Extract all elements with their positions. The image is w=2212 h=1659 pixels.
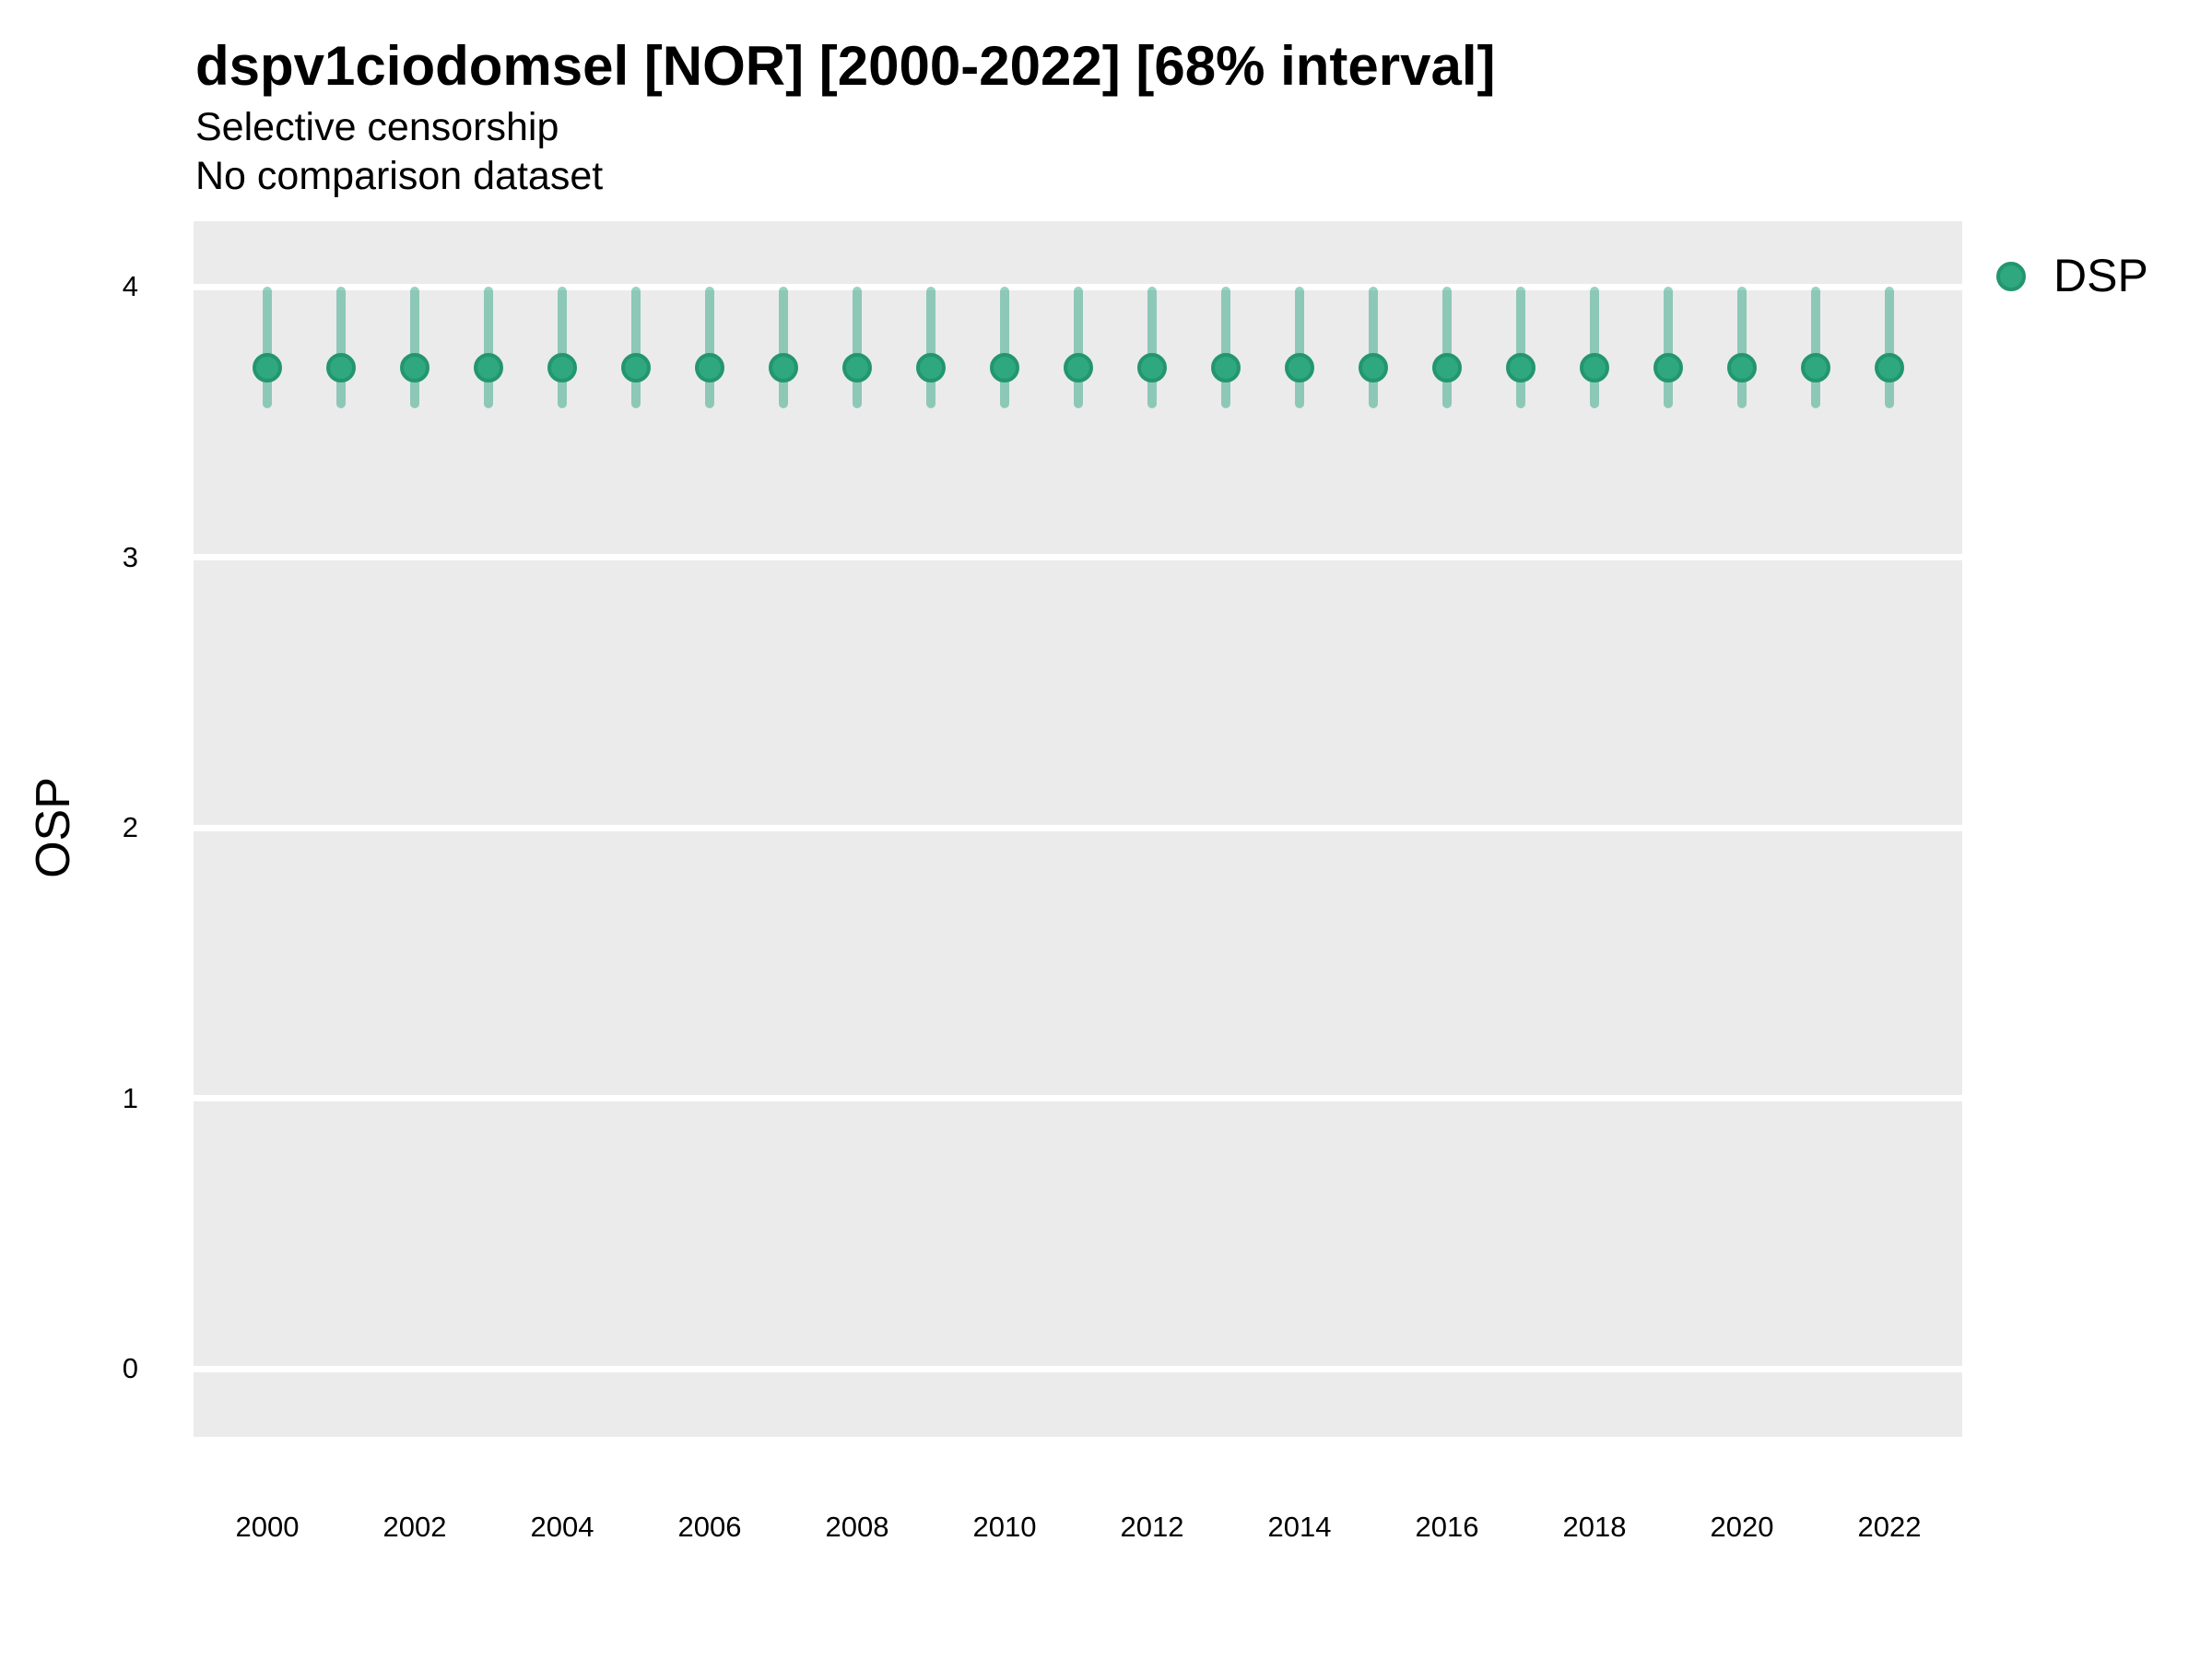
point-2013 (1211, 353, 1241, 383)
x-tick-label-2008: 2008 (825, 1511, 889, 1543)
x-tick-label-2002: 2002 (382, 1511, 447, 1543)
point-2009 (916, 353, 946, 383)
interval-2016 (1442, 287, 1452, 409)
point-2010 (990, 353, 1019, 383)
legend-label: DSP (2053, 250, 2148, 301)
point-2003 (474, 353, 503, 383)
interval-2014 (1295, 287, 1304, 409)
y-tick-label-1: 1 (122, 1081, 138, 1114)
x-tick-label-2016: 2016 (1415, 1511, 1479, 1543)
chart-subtitle-line1: Selective censorship (195, 105, 559, 149)
interval-2011 (1074, 287, 1083, 409)
x-tick-label-2014: 2014 (1267, 1511, 1332, 1543)
interval-2002 (410, 287, 419, 409)
point-2021 (1801, 353, 1830, 383)
interval-2009 (926, 287, 935, 409)
y-tick-label-0: 0 (122, 1352, 138, 1384)
point-2020 (1727, 353, 1757, 383)
interval-2000 (263, 287, 272, 409)
point-2005 (621, 353, 651, 383)
interval-2013 (1221, 287, 1230, 409)
interval-2008 (853, 287, 862, 409)
point-2015 (1359, 353, 1388, 383)
gridline-y-0 (194, 1365, 1962, 1372)
y-tick-label-4: 4 (122, 270, 138, 302)
point-2004 (547, 353, 577, 383)
interval-2019 (1664, 287, 1673, 409)
x-tick-label-2018: 2018 (1562, 1511, 1627, 1543)
interval-2022 (1885, 287, 1894, 409)
x-tick-label-2006: 2006 (677, 1511, 742, 1543)
x-tick-label-2020: 2020 (1710, 1511, 1774, 1543)
interval-2001 (336, 287, 346, 409)
point-2000 (253, 353, 282, 383)
point-2019 (1653, 353, 1683, 383)
point-2011 (1064, 353, 1093, 383)
interval-2020 (1737, 287, 1747, 409)
point-2007 (769, 353, 798, 383)
x-tick-label-2000: 2000 (235, 1511, 300, 1543)
point-2012 (1137, 353, 1167, 383)
x-tick-label-2022: 2022 (1857, 1511, 1922, 1543)
interval-2017 (1516, 287, 1525, 409)
point-2008 (842, 353, 872, 383)
interval-2018 (1590, 287, 1599, 409)
point-2016 (1432, 353, 1462, 383)
interval-2007 (779, 287, 788, 409)
legend-point-icon (1996, 262, 2026, 291)
point-2018 (1580, 353, 1609, 383)
chart-subtitle-line2: No comparison dataset (195, 154, 604, 198)
x-tick-label-2010: 2010 (972, 1511, 1037, 1543)
point-2001 (326, 353, 356, 383)
interval-2015 (1369, 287, 1378, 409)
interval-2010 (1000, 287, 1009, 409)
chart-title: dspv1ciodomsel [NOR] [2000-2022] [68% in… (195, 35, 1496, 97)
gridline-y-1 (194, 1095, 1962, 1101)
point-2014 (1285, 353, 1314, 383)
x-tick-label-2004: 2004 (530, 1511, 594, 1543)
y-tick-label-2: 2 (122, 811, 138, 843)
point-2022 (1875, 353, 1904, 383)
interval-2003 (484, 287, 493, 409)
interval-2005 (631, 287, 641, 409)
interval-2012 (1147, 287, 1157, 409)
point-2006 (695, 353, 724, 383)
interval-2006 (705, 287, 714, 409)
point-2017 (1506, 353, 1535, 383)
x-tick-label-2012: 2012 (1120, 1511, 1184, 1543)
gridline-y-4 (194, 283, 1962, 290)
gridline-y-3 (194, 554, 1962, 560)
y-tick-label-3: 3 (122, 540, 138, 573)
gridline-y-2 (194, 824, 1962, 831)
interval-2021 (1811, 287, 1820, 409)
interval-2004 (558, 287, 567, 409)
point-2002 (400, 353, 429, 383)
